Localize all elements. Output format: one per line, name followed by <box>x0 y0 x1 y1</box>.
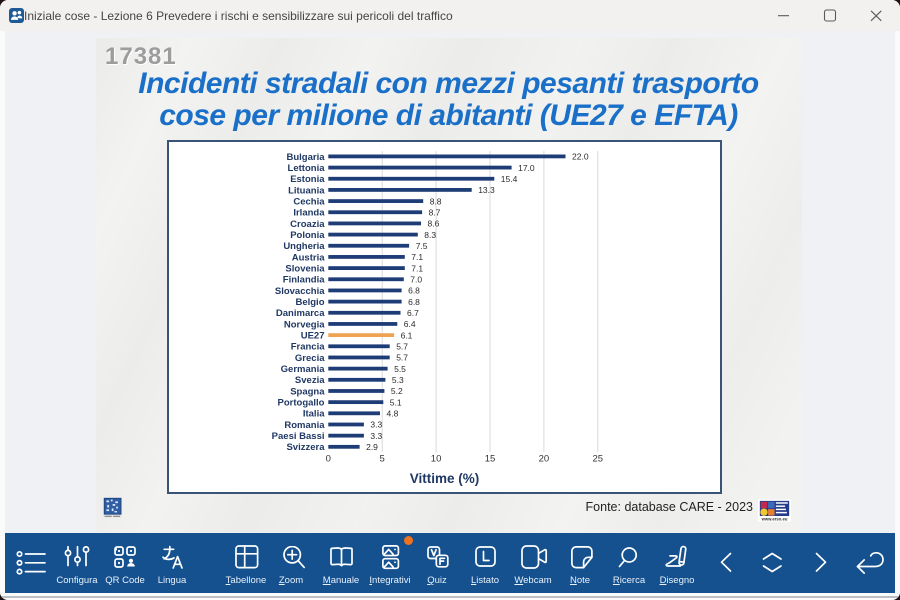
svg-text:Paesi Bassi: Paesi Bassi <box>272 431 325 442</box>
svg-text:Svezia: Svezia <box>295 375 325 386</box>
svg-text:6.1: 6.1 <box>401 330 413 340</box>
svg-text:6.7: 6.7 <box>407 308 419 318</box>
svg-text:7.0: 7.0 <box>410 274 422 284</box>
svg-text:7.5: 7.5 <box>416 241 428 251</box>
svg-text:Vittime (%): Vittime (%) <box>410 471 480 486</box>
svg-text:Romania: Romania <box>284 420 325 431</box>
svg-text:Estonia: Estonia <box>290 174 325 185</box>
svg-text:22.0: 22.0 <box>572 152 589 162</box>
svg-text:Svizzera: Svizzera <box>286 442 325 453</box>
svg-text:Irlanda: Irlanda <box>293 208 325 219</box>
svg-text:3.3: 3.3 <box>370 431 382 441</box>
svg-text:5.5: 5.5 <box>394 364 406 374</box>
svg-text:7.1: 7.1 <box>411 263 423 273</box>
svg-text:0: 0 <box>326 454 331 465</box>
svg-text:Lettonia: Lettonia <box>288 163 326 174</box>
svg-text:Norvegia: Norvegia <box>284 319 325 330</box>
svg-text:Croazia: Croazia <box>290 219 325 230</box>
svg-text:5.2: 5.2 <box>391 386 403 396</box>
svg-text:Cechia: Cechia <box>293 196 325 207</box>
svg-text:Danimarca: Danimarca <box>276 308 325 319</box>
svg-text:15.4: 15.4 <box>501 174 518 184</box>
svg-text:Slovenia: Slovenia <box>285 264 325 275</box>
svg-text:Polonia: Polonia <box>290 230 325 241</box>
svg-text:Portogallo: Portogallo <box>278 398 325 409</box>
svg-text:5.1: 5.1 <box>390 397 402 407</box>
svg-text:Austria: Austria <box>292 252 325 263</box>
svg-text:5.3: 5.3 <box>392 375 404 385</box>
svg-text:2.9: 2.9 <box>366 442 378 452</box>
svg-text:7.1: 7.1 <box>411 252 423 262</box>
svg-text:Italia: Italia <box>303 409 325 420</box>
svg-text:Bulgaria: Bulgaria <box>286 152 325 163</box>
svg-text:10: 10 <box>431 454 442 465</box>
svg-text:Ungheria: Ungheria <box>283 241 325 252</box>
svg-text:4.8: 4.8 <box>387 409 399 419</box>
svg-text:Belgio: Belgio <box>295 297 324 308</box>
svg-text:15: 15 <box>485 454 496 465</box>
svg-text:5: 5 <box>380 454 385 465</box>
svg-text:Germania: Germania <box>281 364 326 375</box>
svg-text:Finlandia: Finlandia <box>283 275 325 286</box>
svg-text:25: 25 <box>593 454 604 465</box>
svg-text:13.3: 13.3 <box>478 185 495 195</box>
svg-text:8.3: 8.3 <box>424 230 436 240</box>
svg-text:20: 20 <box>539 454 550 465</box>
svg-text:Francia: Francia <box>291 342 326 353</box>
svg-text:5.7: 5.7 <box>396 353 408 363</box>
svg-text:Spagna: Spagna <box>290 386 325 397</box>
svg-text:UE27: UE27 <box>301 331 325 342</box>
svg-text:Lituania: Lituania <box>288 185 325 196</box>
svg-text:3.3: 3.3 <box>370 420 382 430</box>
svg-text:8.8: 8.8 <box>430 196 442 206</box>
svg-text:Slovacchia: Slovacchia <box>275 286 325 297</box>
svg-text:6.8: 6.8 <box>408 297 420 307</box>
svg-text:Grecia: Grecia <box>295 353 325 364</box>
svg-text:6.8: 6.8 <box>408 286 420 296</box>
svg-text:17.0: 17.0 <box>518 163 535 173</box>
svg-text:www.erso.eu: www.erso.eu <box>761 517 788 522</box>
svg-text:5.7: 5.7 <box>396 341 408 351</box>
svg-text:8.6: 8.6 <box>428 219 440 229</box>
svg-text:6.4: 6.4 <box>404 319 416 329</box>
svg-text:8.7: 8.7 <box>429 207 441 217</box>
